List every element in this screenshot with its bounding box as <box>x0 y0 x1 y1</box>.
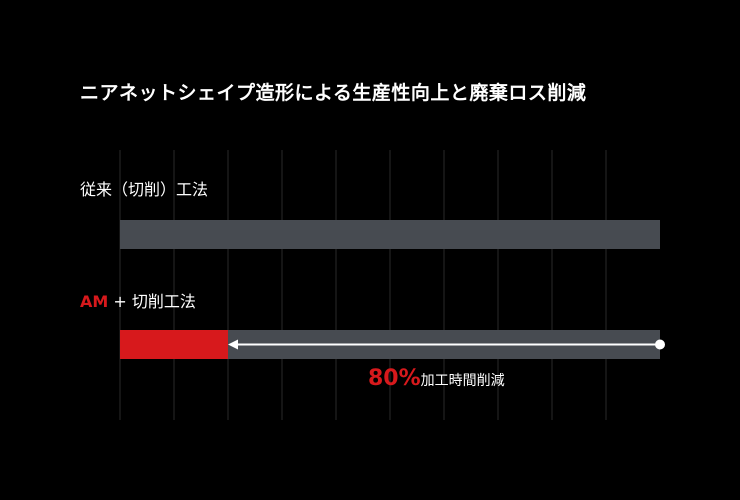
reduction-annotation: 80%加工時間削減 <box>368 366 505 391</box>
bar-am-value <box>120 330 228 359</box>
reduction-arrow-start-dot <box>655 339 665 350</box>
category-label-am-highlight: AM <box>80 292 109 311</box>
category-label-text: 従来（切削）工法 <box>80 180 209 199</box>
reduction-value: 80% <box>368 366 421 391</box>
reduction-text: 加工時間削減 <box>420 373 505 389</box>
bar-conventional <box>120 220 660 249</box>
category-label-text: + 切削工法 <box>108 292 196 311</box>
chart-title: ニアネットシェイプ造形による生産性向上と廃棄ロス削減 <box>80 82 587 104</box>
category-label-conventional: 従来（切削）工法 <box>80 176 208 200</box>
category-label-am: AM + 切削工法 <box>80 288 196 312</box>
reduction-arrow-head <box>228 339 238 350</box>
